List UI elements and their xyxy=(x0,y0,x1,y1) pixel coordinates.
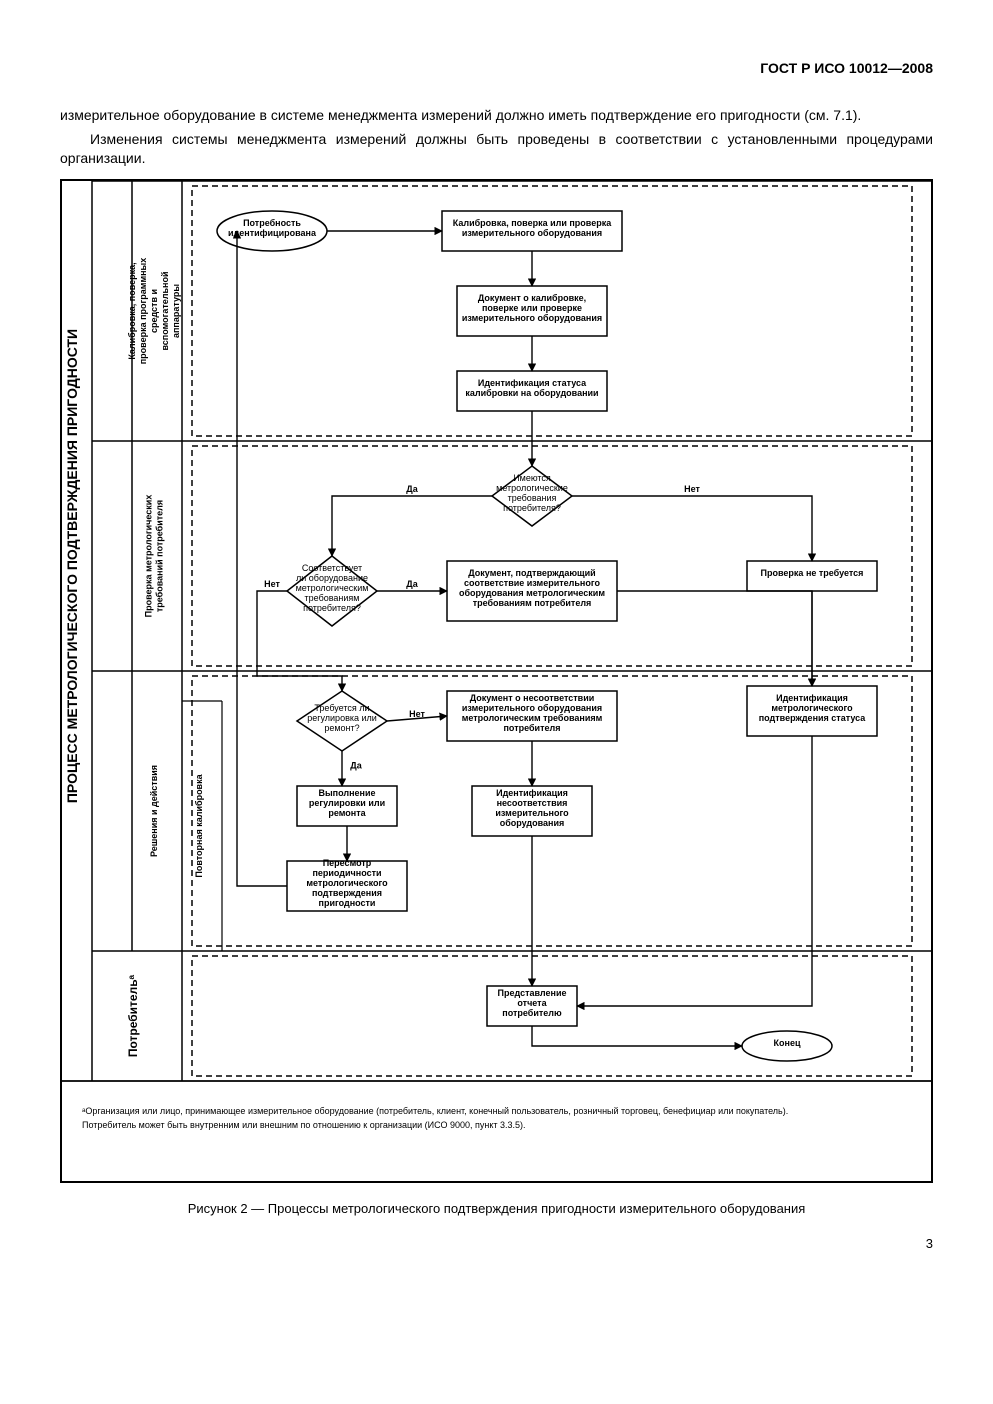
intro-p2: Изменения системы менеджмента измерений … xyxy=(60,130,933,169)
svg-text:Потребитель может быть внутрен: Потребитель может быть внутренним или вн… xyxy=(82,1120,526,1130)
svg-text:проверка программных: проверка программных xyxy=(138,258,148,364)
svg-text:Проверка метрологических: Проверка метрологических xyxy=(144,494,154,617)
svg-text:Идентификация статусакалибровк: Идентификация статусакалибровки на обору… xyxy=(465,378,598,398)
intro-p1: измерительное оборудование в системе мен… xyxy=(60,106,933,126)
intro-text: измерительное оборудование в системе мен… xyxy=(60,106,933,169)
svg-text:требований потребителя: требований потребителя xyxy=(155,500,165,612)
svg-text:Решения и действия: Решения и действия xyxy=(149,765,159,857)
svg-text:Соответствуетли оборудованиеме: Соответствуетли оборудованиеметрологичес… xyxy=(296,563,369,613)
svg-text:ПРОЦЕСС МЕТРОЛОГИЧЕСКОГО ПОДТВ: ПРОЦЕСС МЕТРОЛОГИЧЕСКОГО ПОДТВЕРЖДЕНИЯ П… xyxy=(64,329,80,803)
svg-text:Нет: Нет xyxy=(264,579,280,589)
page-number: 3 xyxy=(60,1236,933,1251)
svg-text:Нет: Нет xyxy=(409,709,425,719)
flowchart-container: ПРОЦЕСС МЕТРОЛОГИЧЕСКОГО ПОДТВЕРЖДЕНИЯ П… xyxy=(60,179,933,1183)
doc-code: ГОСТ Р ИСО 10012—2008 xyxy=(60,60,933,76)
svg-text:аппаратуры: аппаратуры xyxy=(171,283,181,337)
svg-text:Повторная калибровка: Повторная калибровка xyxy=(194,773,204,877)
svg-text:Нет: Нет xyxy=(684,484,700,494)
svg-text:Калибровка, поверка или провер: Калибровка, поверка или проверкаизмерите… xyxy=(453,218,612,238)
svg-text:Потребительᵃ: Потребительᵃ xyxy=(126,974,140,1057)
svg-text:Проверка не требуется: Проверка не требуется xyxy=(761,568,864,578)
svg-text:Калибровка, поверка,: Калибровка, поверка, xyxy=(127,262,137,359)
svg-text:Конец: Конец xyxy=(774,1038,801,1048)
svg-text:Да: Да xyxy=(350,760,362,770)
svg-text:Документ о калибровке,поверке: Документ о калибровке,поверке или провер… xyxy=(462,293,602,323)
svg-text:Да: Да xyxy=(406,579,418,589)
svg-text:Документ, подтверждающийсоотве: Документ, подтверждающийсоответствие изм… xyxy=(459,568,605,608)
svg-text:Да: Да xyxy=(406,484,418,494)
svg-text:ᵃОрганизация или лицо, принима: ᵃОрганизация или лицо, принимающее измер… xyxy=(82,1106,788,1116)
svg-text:вспомогательной: вспомогательной xyxy=(160,271,170,350)
svg-text:средств и: средств и xyxy=(149,289,159,333)
figure-caption: Рисунок 2 — Процессы метрологического по… xyxy=(60,1201,933,1216)
svg-text:Идентификациянесоответствияизм: Идентификациянесоответствияизмерительног… xyxy=(495,788,569,828)
flowchart-svg: ПРОЦЕСС МЕТРОЛОГИЧЕСКОГО ПОДТВЕРЖДЕНИЯ П… xyxy=(62,181,932,1181)
